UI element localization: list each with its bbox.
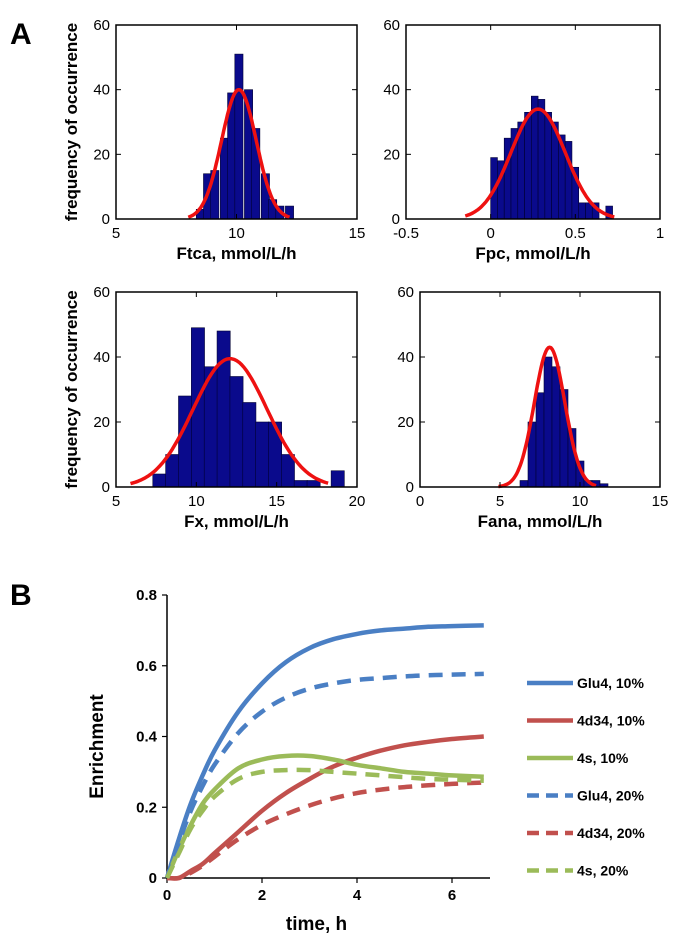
series-line-5 xyxy=(164,767,484,879)
gaussian-fit-line xyxy=(464,107,615,219)
histogram-bar xyxy=(229,376,244,488)
x-tick-label: 15 xyxy=(349,225,366,242)
y-tick-label: 40 xyxy=(93,349,110,366)
axes-frame xyxy=(405,24,661,220)
x-axis-label: Ftca, mmol/L/h xyxy=(177,244,297,263)
y-tick-label: 40 xyxy=(93,82,110,99)
panel-label-b: B xyxy=(10,579,32,612)
x-tick-label: 5 xyxy=(112,225,120,242)
x-tick-label: 5 xyxy=(496,493,504,510)
x-axis-label: Fx, mmol/L/h xyxy=(184,512,289,531)
x-tick-label: 10 xyxy=(188,493,205,510)
y-tick-label: 20 xyxy=(383,146,400,163)
y-tick-label: 40 xyxy=(397,349,414,366)
y-tick-label: 0 xyxy=(102,479,110,496)
x-tick-label: 0 xyxy=(486,225,494,242)
histogram-bar xyxy=(234,53,244,220)
histogram-bar xyxy=(165,454,180,488)
histogram-ftca: 5 10 15 0 20 40 60 Ftca, mmol/L/h frequency of o… xyxy=(62,17,365,263)
x-tick-label: 2 xyxy=(258,887,266,904)
x-tick-label: 20 xyxy=(349,493,366,510)
y-tick-label: 0 xyxy=(406,479,414,496)
histogram-fx: 5 10 15 20 0 20 40 60 Fx, mmol/L/h frequency of o… xyxy=(62,284,365,531)
histogram-bar xyxy=(306,480,321,488)
series-line-0 xyxy=(164,623,484,879)
x-tick-label: 10 xyxy=(572,493,589,510)
y-tick-label: 0 xyxy=(149,870,157,887)
histogram-fana: 0 5 10 15 0 20 40 60 Fana, mmol/L/h xyxy=(397,284,668,531)
histogram-bar xyxy=(535,392,545,488)
enrichment-line-chart: 0 0.2 0.4 0.6 0.8 0 2 4 6 time, h Enrichment xyxy=(87,587,490,935)
histogram-bar xyxy=(537,99,546,220)
histogram-bar xyxy=(216,330,231,488)
y-tick-label: 0.6 xyxy=(136,658,157,675)
y-tick-label: 0.8 xyxy=(136,587,157,604)
histogram-bar xyxy=(281,454,295,488)
y-axis-label: frequency of occurrence xyxy=(62,23,81,221)
series-line-4 xyxy=(166,780,484,881)
x-tick-label: 1 xyxy=(656,225,664,242)
histogram-bar xyxy=(578,202,586,220)
panel-label-a: A xyxy=(10,18,32,51)
x-tick-label: -0.5 xyxy=(393,225,419,242)
y-axis-label: frequency of occurrence xyxy=(62,290,81,488)
y-tick-label: 20 xyxy=(93,146,110,163)
axes-frame xyxy=(115,291,358,488)
x-tick-label: 5 xyxy=(112,493,120,510)
legend-entry-label: Glu4, 10% xyxy=(577,675,644,691)
histogram-bar xyxy=(551,366,561,488)
x-axis-label: Fana, mmol/L/h xyxy=(478,512,603,531)
legend-entry-label: 4d34, 10% xyxy=(577,713,645,729)
axes-frame xyxy=(419,291,661,488)
y-axis-label: Enrichment xyxy=(87,694,108,799)
x-tick-label: 4 xyxy=(353,887,362,904)
y-tick-label: 0 xyxy=(392,211,400,228)
legend-entry-label: Glu4, 20% xyxy=(577,788,644,804)
y-tick-label: 60 xyxy=(93,284,110,301)
histogram-bar xyxy=(242,402,257,488)
legend-entry-label: 4s, 10% xyxy=(577,750,629,766)
y-tick-label: 20 xyxy=(93,414,110,431)
histogram-bar xyxy=(531,95,539,220)
x-tick-label: 0 xyxy=(416,493,424,510)
x-tick-label: 6 xyxy=(448,887,456,904)
x-tick-label: 10 xyxy=(228,225,245,242)
y-tick-label: 0 xyxy=(102,211,110,228)
gaussian-fit-line xyxy=(187,87,291,219)
x-axis-label: time, h xyxy=(286,914,347,935)
series-line-2 xyxy=(164,753,484,879)
series-line-3 xyxy=(164,671,484,879)
y-tick-label: 0.4 xyxy=(136,729,158,746)
y-tick-label: 0.2 xyxy=(136,799,157,816)
y-tick-label: 60 xyxy=(93,17,110,34)
x-axis-label: Fpc, mmol/L/h xyxy=(475,244,590,263)
y-tick-label: 60 xyxy=(383,17,400,34)
histogram-bar xyxy=(519,480,529,488)
histogram-bar xyxy=(178,395,192,488)
y-tick-label: 40 xyxy=(383,82,400,99)
histogram-bar xyxy=(543,356,553,488)
x-tick-label: 15 xyxy=(268,493,285,510)
legend-entry-label: 4s, 20% xyxy=(577,863,629,879)
gaussian-fit-line xyxy=(130,356,329,486)
histogram-bar xyxy=(544,112,552,220)
x-tick-label: 15 xyxy=(652,493,669,510)
y-tick-label: 60 xyxy=(397,284,414,301)
histogram-bar xyxy=(255,421,270,488)
legend-entry-label: 4d34, 20% xyxy=(577,825,645,841)
histogram-bar xyxy=(293,480,308,488)
x-tick-label: 0 xyxy=(163,887,171,904)
chart-legend: Glu4, 10% 4d34, 10% 4s, 10% Glu4, 20% 4d34, … xyxy=(527,675,645,879)
histogram-bar xyxy=(152,473,167,488)
gaussian-fit-line xyxy=(497,345,597,489)
histogram-bar xyxy=(330,470,345,488)
y-tick-label: 20 xyxy=(397,414,414,431)
histogram-bar xyxy=(524,112,532,220)
x-tick-label: 0.5 xyxy=(565,225,586,242)
